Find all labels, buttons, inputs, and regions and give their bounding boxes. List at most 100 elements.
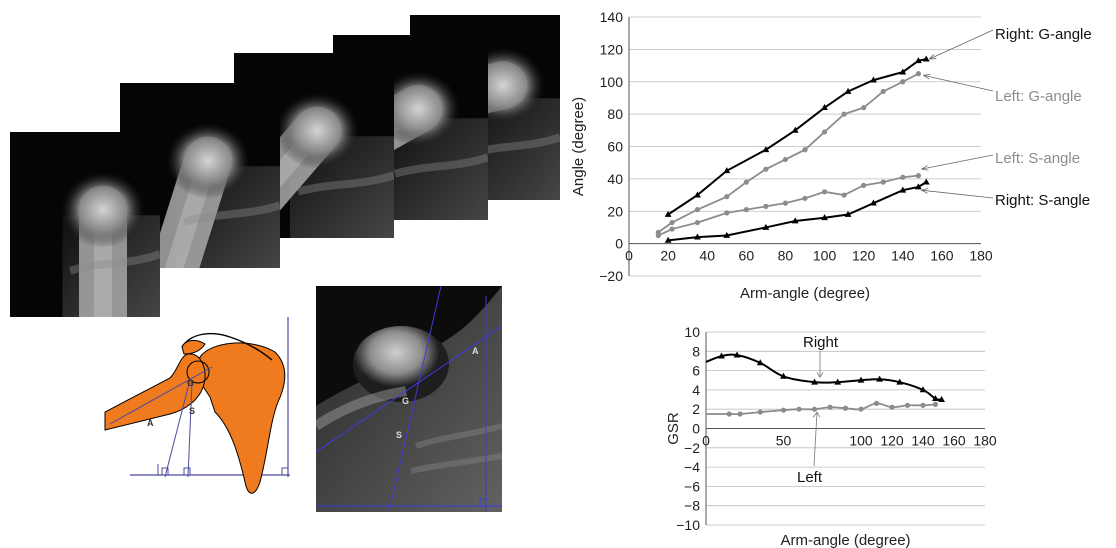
data-point	[724, 210, 730, 216]
series-line	[705, 353, 942, 401]
data-point	[861, 182, 867, 188]
data-point	[896, 378, 904, 385]
x-tick-label: 120	[852, 248, 876, 264]
data-point	[834, 378, 842, 385]
y-tick-label: 0	[692, 421, 700, 437]
data-point	[915, 183, 922, 190]
data-point	[694, 191, 701, 198]
data-point	[873, 400, 880, 407]
series-annotation: Right: S-angle	[921, 188, 1090, 209]
data-point	[821, 129, 828, 135]
x-tick-label: 60	[739, 248, 755, 264]
x-tick-label: 40	[699, 248, 715, 264]
x-tick-label: 0	[625, 248, 633, 264]
data-point	[669, 226, 675, 232]
data-point	[791, 126, 799, 133]
y-tick-label: 0	[615, 236, 623, 252]
series-annotation: Left	[797, 411, 823, 486]
data-point	[821, 104, 828, 111]
data-point	[919, 386, 927, 393]
data-point	[821, 189, 828, 195]
y-tick-label: −6	[684, 478, 700, 494]
data-point	[756, 359, 764, 366]
data-point	[841, 192, 847, 198]
data-point	[915, 57, 922, 64]
x-tick-label: 100	[849, 433, 873, 449]
data-point	[655, 232, 661, 239]
series-left-s-angle	[655, 173, 922, 239]
data-point	[827, 404, 833, 410]
diagram-label-s: S	[189, 406, 195, 416]
y-tick-label: −20	[599, 268, 623, 284]
data-point	[718, 352, 725, 359]
x-tick-label: 160	[942, 433, 966, 449]
scapula-diagram: G S A	[104, 317, 290, 494]
data-point	[737, 411, 743, 417]
series-right	[705, 351, 945, 402]
y-tick-label: −8	[684, 498, 700, 514]
data-point	[876, 375, 883, 382]
series-left	[705, 400, 938, 417]
data-point	[841, 111, 847, 117]
data-point	[664, 210, 672, 217]
legend-label: Left	[797, 469, 823, 486]
data-point	[932, 401, 938, 407]
data-point	[743, 179, 749, 185]
data-point	[694, 219, 701, 226]
x-axis-label: Arm-angle (degree)	[780, 532, 910, 548]
xray-frame	[10, 132, 160, 317]
acromion-shape	[181, 339, 206, 355]
data-point	[842, 405, 849, 411]
data-point	[821, 214, 828, 221]
diagram-label-a: A	[147, 418, 154, 428]
x-tick-label: 120	[880, 433, 904, 449]
data-point	[724, 194, 730, 200]
x-tick-label: 180	[973, 433, 997, 449]
humerus-shape	[104, 353, 206, 431]
series-annotation: Left: G-angle	[923, 73, 1082, 105]
data-point	[733, 351, 741, 358]
data-point	[938, 395, 945, 402]
y-tick-label: 6	[692, 363, 700, 379]
data-point	[844, 210, 852, 217]
data-point	[932, 394, 939, 401]
data-point	[763, 203, 769, 209]
data-point	[904, 402, 911, 408]
xray-label-a: A	[472, 346, 479, 356]
data-point	[844, 87, 852, 94]
y-tick-label: 8	[692, 343, 700, 359]
y-tick-label: −2	[684, 440, 700, 456]
data-point	[796, 406, 802, 412]
data-point	[780, 407, 787, 413]
data-point	[763, 166, 769, 172]
data-point	[870, 76, 877, 83]
x-tick-label: 0	[702, 433, 710, 449]
data-point	[899, 68, 907, 75]
x-tick-label: 160	[930, 248, 954, 264]
annotated-xray: G S A	[316, 286, 502, 512]
series-right-s-angle	[664, 178, 930, 243]
x-axis-label: Arm-angle (degree)	[740, 285, 870, 302]
data-point	[920, 402, 926, 408]
series-annotation: Left: S-angle	[921, 150, 1080, 171]
scapula-shape	[199, 342, 286, 494]
x-tick-label: 180	[969, 248, 993, 264]
y-tick-label: 10	[684, 324, 700, 340]
series-line	[657, 72, 919, 234]
legend-label: Left: G-angle	[995, 88, 1082, 105]
x-tick-label: 140	[891, 248, 915, 264]
y-tick-label: 40	[607, 171, 623, 187]
series-annotation: Right	[803, 334, 839, 379]
data-point	[723, 167, 731, 174]
xray-label-s: S	[396, 430, 402, 440]
legend-label: Right	[803, 334, 839, 351]
data-point	[762, 146, 770, 153]
data-point	[802, 195, 808, 201]
data-point	[922, 55, 930, 62]
data-point	[664, 236, 672, 243]
data-point	[880, 88, 886, 95]
y-tick-label: −10	[676, 517, 700, 533]
series-right-g-angle	[664, 55, 930, 217]
y-tick-label: −4	[684, 459, 700, 475]
